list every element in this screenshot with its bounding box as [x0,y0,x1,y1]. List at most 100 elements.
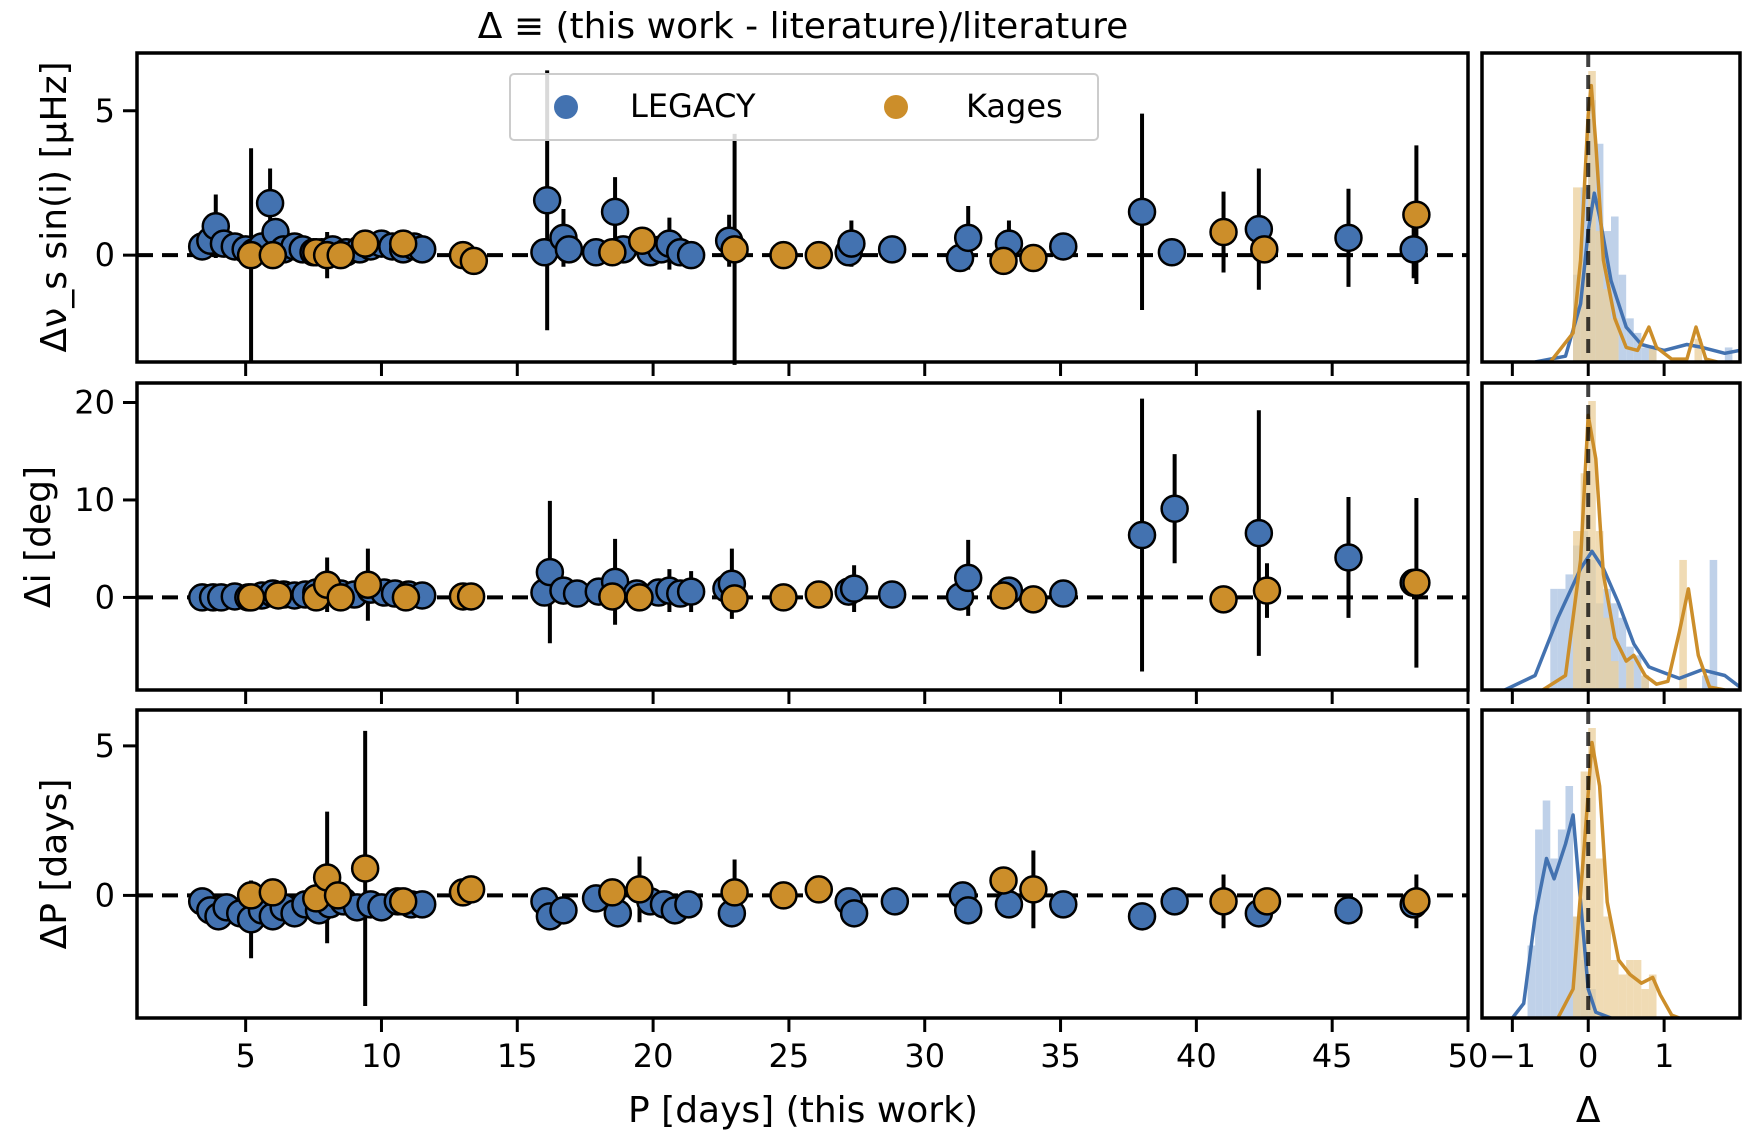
histogram-bar-legacy [1557,588,1566,690]
histogram-bar-kages [1618,974,1627,1018]
y-axis-label: Δν_s sin(i) [μHz] [34,61,75,352]
data-point-kages [353,570,383,599]
histogram-bar-kages [1641,675,1649,690]
histogram-bar-legacy [1611,603,1619,690]
data-point-legacy [953,563,983,593]
data-point-legacy [880,887,910,916]
histogram-bar-kages [1611,960,1619,1018]
histogram-bar-kages [1580,260,1589,362]
histogram-bar-legacy [1535,829,1543,1018]
data-point-kages [1402,200,1431,229]
data-point-legacy [877,235,907,264]
histogram-panels: −1 0 1 Δ [1480,51,1742,1131]
data-point-legacy [953,896,983,925]
data-point-kages [459,246,489,276]
data-point-kages [627,226,657,255]
data-point-legacy [837,229,866,258]
legend-label-kages: Kages [966,87,1063,125]
y-axis-label: Δi [deg] [18,466,59,608]
data-point-kages [769,881,798,910]
data-point-kages [456,875,486,904]
data-point-kages [1019,585,1048,614]
data-point-kages [1402,887,1431,916]
data-point-legacy [1049,890,1078,919]
data-point-kages [625,583,654,612]
legend-box [509,73,1099,141]
histogram-bar-kages [1588,401,1596,690]
x-tick-label: 25 [769,1037,810,1075]
kde-curve-kages [1548,83,1718,362]
histogram-bar-kages [1648,974,1657,1018]
axes-frame [135,381,1470,692]
axes-frame [1480,51,1742,364]
data-point-legacy [953,223,983,253]
legend: LEGACY Kages [509,73,1099,141]
y-tick-label: 5 [95,727,115,765]
histogram-bar-kages [1573,916,1581,1018]
data-point-legacy [532,186,562,215]
data-point-kages [769,583,798,612]
x-axis-label: P [days] (this work) [628,1090,978,1131]
legend-marker-legacy [554,95,578,119]
x-tick-label: 15 [497,1037,538,1075]
histogram-bar-legacy [1724,347,1733,362]
data-point-kages [1252,576,1282,605]
scatter-panel-3: 5 10 15 20 25 30 35 40 45 50 0 5 ΔP [days] [34,708,1489,1075]
data-point-kages [804,875,834,904]
data-point-legacy [1244,518,1274,548]
chart-title: Δ ≡ (this work - literature)/literature [478,6,1128,47]
data-point-kages [769,240,798,270]
histogram-bar-kages [1648,347,1657,362]
y-tick-label: 0 [95,876,115,914]
data-point-legacy [676,577,706,606]
x-tick-label: 0 [1578,1037,1598,1075]
data-point-kages [350,854,380,883]
data-point-legacy [1160,494,1189,523]
data-point-kages [1209,217,1238,247]
histogram-bar-kages [1588,728,1596,1018]
histogram-panel-1 [1480,51,1742,376]
kde-curve-legacy [1511,813,1612,1018]
data-point-kages [989,246,1018,276]
data-point-kages [1209,585,1238,614]
histogram-bar-legacy [1626,318,1634,362]
y-tick-label: 10 [74,481,115,519]
legend-label-legacy: LEGACY [630,87,756,125]
kde-curve-legacy [1534,191,1740,362]
histogram-bar-kages [1603,289,1611,362]
x-tick-label: 5 [235,1037,255,1075]
data-point-legacy [600,197,630,227]
histogram-bar-kages [1603,617,1611,690]
x-tick-label: 1 [1654,1037,1674,1075]
histogram-bar-legacy [1565,574,1574,690]
data-point-legacy [1334,896,1363,925]
data-point-kages [1019,243,1048,273]
data-point-legacy [1127,902,1157,931]
x-tick-label: 35 [1040,1037,1081,1075]
data-point-kages [388,229,418,258]
data-point-kages [1209,887,1238,916]
axes-frame [1480,708,1742,1020]
data-point-legacy [676,240,706,270]
data-point-kages [804,580,834,609]
data-point-kages [625,875,654,904]
x-tick-label: 10 [361,1037,402,1075]
data-point-legacy [549,896,578,925]
data-point-legacy [554,235,584,264]
data-point-legacy [1334,223,1363,253]
data-point-legacy [255,188,285,218]
data-point-legacy [1049,579,1078,608]
data-point-legacy [1334,543,1363,572]
x-tick-label: 50 [1448,1037,1489,1075]
y-tick-label: 20 [74,383,115,421]
data-point-kages [391,583,421,612]
data-point-kages [989,581,1018,610]
histogram-bar-kages [1679,559,1687,690]
scatter-panel-2: 0 10 20 Δi [deg] [18,381,1470,704]
histogram-bar-kages [1694,338,1703,362]
data-point-kages [350,229,380,258]
data-point-kages [989,866,1018,895]
histogram-bar-kages [1633,960,1642,1018]
y-tick-label: 0 [95,236,115,274]
